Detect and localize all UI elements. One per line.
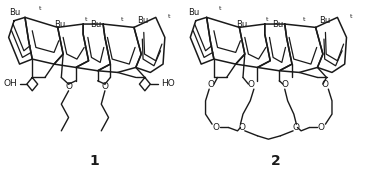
Text: Bu: Bu (272, 20, 283, 29)
Text: 1: 1 (89, 154, 99, 168)
Text: t: t (350, 14, 352, 19)
Text: Bu: Bu (189, 8, 200, 17)
Text: O: O (248, 80, 255, 89)
Text: t: t (303, 17, 305, 22)
Text: Bu: Bu (54, 20, 65, 29)
Text: Bu: Bu (8, 8, 20, 17)
Text: t: t (39, 6, 42, 11)
Text: Bu: Bu (138, 16, 149, 25)
Text: O: O (101, 82, 108, 91)
Text: Bu: Bu (319, 16, 331, 25)
Text: OH: OH (3, 79, 17, 88)
Text: O: O (238, 123, 245, 132)
Text: 2: 2 (271, 154, 280, 168)
Text: O: O (65, 82, 72, 91)
Text: O: O (322, 80, 329, 89)
Text: HO: HO (161, 79, 175, 88)
Text: t: t (266, 17, 269, 22)
Text: t: t (219, 6, 221, 11)
Text: Bu: Bu (236, 20, 247, 29)
Text: O: O (318, 123, 325, 132)
Text: O: O (292, 123, 299, 132)
Text: Bu: Bu (90, 20, 101, 29)
Text: O: O (213, 123, 220, 132)
Text: O: O (281, 80, 288, 89)
Text: t: t (85, 17, 87, 22)
Text: O: O (208, 80, 215, 89)
Text: t: t (168, 14, 170, 19)
Text: t: t (121, 17, 123, 22)
